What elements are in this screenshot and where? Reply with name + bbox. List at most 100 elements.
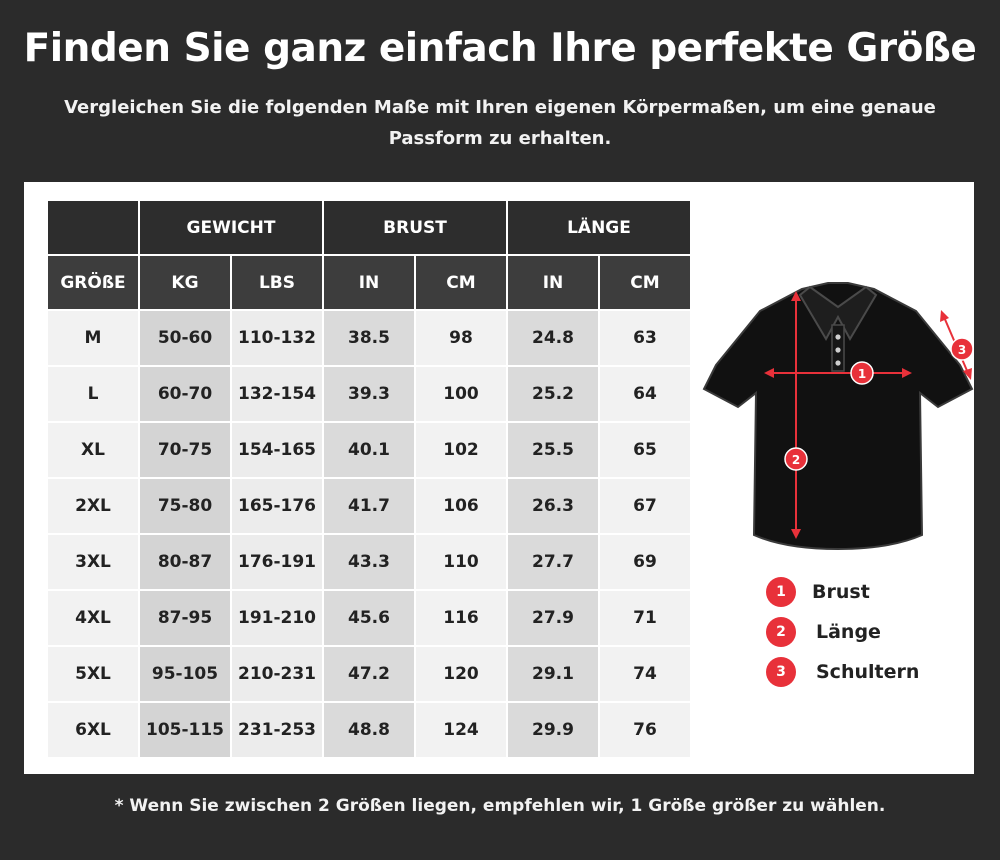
shirt-body-shape [702,282,974,551]
cell-chest-cm: 106 [416,479,506,533]
marker-chest-label: 1 [858,367,866,381]
length-measure-line [791,291,801,539]
header-corner [48,201,138,254]
table-row: 4XL 87-95 191-210 45.6 116 27.9 71 [48,591,690,645]
group-header-chest: BRUST [324,201,506,254]
cell-size: 6XL [48,703,138,757]
cell-lbs: 132-154 [232,367,322,421]
cell-chest-in: 40.1 [324,423,414,477]
cell-size: 3XL [48,535,138,589]
cell-chest-cm: 98 [416,311,506,365]
cell-chest-cm: 110 [416,535,506,589]
cell-chest-in: 38.5 [324,311,414,365]
cell-chest-cm: 116 [416,591,506,645]
cell-lbs: 154-165 [232,423,322,477]
cell-lbs: 110-132 [232,311,322,365]
legend-label-chest: Brust [812,581,870,603]
table-row: 6XL 105-115 231-253 48.8 124 29.9 76 [48,703,690,757]
table-row: 3XL 80-87 176-191 43.3 110 27.7 69 [48,535,690,589]
cell-chest-in: 41.7 [324,479,414,533]
cell-chest-in: 48.8 [324,703,414,757]
legend-label-length: Länge [816,621,881,643]
column-header-kg: KG [140,256,230,309]
legend-number-length: 2 [766,617,796,647]
cell-chest-cm: 102 [416,423,506,477]
cell-kg: 95-105 [140,647,230,701]
cell-length-cm: 76 [600,703,690,757]
legend-label-shoulders: Schultern [816,661,920,683]
cell-chest-in: 43.3 [324,535,414,589]
cell-size: 5XL [48,647,138,701]
size-table: GEWICHT BRUST LÄNGE GRÖßE KG LBS IN CM I… [46,199,692,759]
cell-length-in: 29.9 [508,703,598,757]
page-subtitle: Vergleichen Sie die folgenden Maße mit I… [64,97,936,149]
cell-lbs: 231-253 [232,703,322,757]
cell-length-cm: 64 [600,367,690,421]
cell-length-in: 26.3 [508,479,598,533]
column-header-length-cm: CM [600,256,690,309]
cell-chest-cm: 100 [416,367,506,421]
shirt-button-icon [835,360,841,366]
shirt-collar [798,285,878,342]
cell-length-in: 25.5 [508,423,598,477]
cell-length-in: 24.8 [508,311,598,365]
cell-length-cm: 69 [600,535,690,589]
page-title: Finden Sie ganz einfach Ihre perfekte Gr… [23,26,977,71]
cell-length-cm: 74 [600,647,690,701]
cell-kg: 80-87 [140,535,230,589]
cell-chest-in: 39.3 [324,367,414,421]
marker-length-label: 2 [792,453,800,467]
cell-kg: 105-115 [140,703,230,757]
table-row: 2XL 75-80 165-176 41.7 106 26.3 67 [48,479,690,533]
cell-kg: 60-70 [140,367,230,421]
legend-number-shoulders: 3 [766,657,796,687]
column-header-chest-cm: CM [416,256,506,309]
cell-chest-in: 45.6 [324,591,414,645]
shirt-button-icon [835,334,841,340]
footnote: * Wenn Sie zwischen 2 Größen liegen, emp… [114,796,886,816]
polo-shirt-diagram: 1 2 3 [702,282,974,551]
cell-size: M [48,311,138,365]
cell-length-in: 27.9 [508,591,598,645]
cell-length-in: 29.1 [508,647,598,701]
cell-lbs: 165-176 [232,479,322,533]
legend-number-chest: 1 [766,577,796,607]
cell-length-cm: 71 [600,591,690,645]
cell-length-in: 27.7 [508,535,598,589]
cell-size: 2XL [48,479,138,533]
table-row: L 60-70 132-154 39.3 100 25.2 64 [48,367,690,421]
cell-chest-in: 47.2 [324,647,414,701]
column-header-lbs: LBS [232,256,322,309]
marker-chest: 1 [850,361,874,385]
column-header-size: GRÖßE [48,256,138,309]
column-header-chest-in: IN [324,256,414,309]
cell-lbs: 210-231 [232,647,322,701]
cell-size: 4XL [48,591,138,645]
cell-kg: 75-80 [140,479,230,533]
cell-length-cm: 65 [600,423,690,477]
column-header-length-in: IN [508,256,598,309]
cell-size: L [48,367,138,421]
cell-kg: 50-60 [140,311,230,365]
cell-kg: 70-75 [140,423,230,477]
marker-shoulders-label: 3 [958,343,966,357]
cell-size: XL [48,423,138,477]
marker-length: 2 [784,447,808,471]
size-chart-panel: GEWICHT BRUST LÄNGE GRÖßE KG LBS IN CM I… [24,182,974,774]
table-row: XL 70-75 154-165 40.1 102 25.5 65 [48,423,690,477]
group-header-length: LÄNGE [508,201,690,254]
shirt-button-icon [835,347,841,353]
cell-lbs: 176-191 [232,535,322,589]
cell-length-in: 25.2 [508,367,598,421]
cell-lbs: 191-210 [232,591,322,645]
cell-chest-cm: 120 [416,647,506,701]
chest-measure-line [764,368,912,378]
table-row: 5XL 95-105 210-231 47.2 120 29.1 74 [48,647,690,701]
group-header-weight: GEWICHT [140,201,322,254]
cell-length-cm: 67 [600,479,690,533]
cell-kg: 87-95 [140,591,230,645]
marker-shoulders: 3 [950,337,974,361]
cell-chest-cm: 124 [416,703,506,757]
cell-length-cm: 63 [600,311,690,365]
table-row: M 50-60 110-132 38.5 98 24.8 63 [48,311,690,365]
